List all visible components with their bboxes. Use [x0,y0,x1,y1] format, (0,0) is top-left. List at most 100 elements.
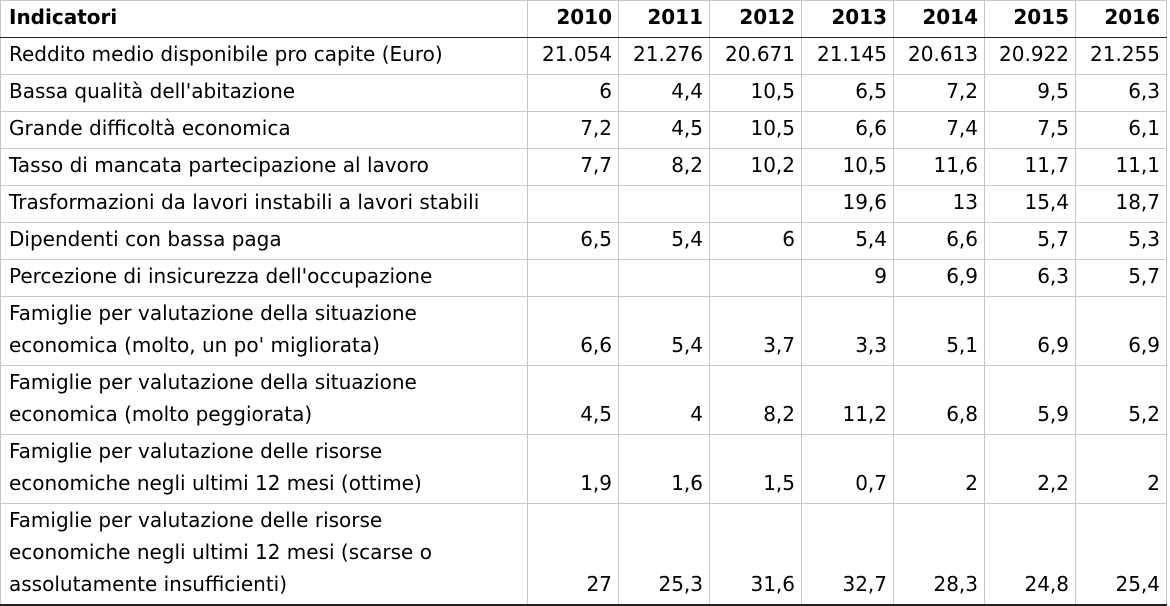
value-cell[interactable]: 5,4 [801,222,894,260]
value-cell[interactable]: 5,9 [984,365,1076,435]
value-cell[interactable]: 6,9 [984,296,1076,366]
value-cell[interactable]: 28,3 [893,503,985,606]
value-cell[interactable] [709,259,802,297]
indicator-label-cell[interactable]: Tasso di mancata partecipazione al lavor… [0,148,528,186]
value-cell[interactable]: 11,6 [893,148,985,186]
value-cell[interactable]: 6,5 [527,222,619,260]
header-cell-2012[interactable]: 2012 [709,0,802,38]
value-cell[interactable]: 6,8 [893,365,985,435]
value-cell[interactable]: 15,4 [984,185,1076,223]
value-cell[interactable]: 6,6 [527,296,619,366]
value-cell[interactable]: 20.613 [893,37,985,75]
value-cell[interactable] [618,259,710,297]
value-cell[interactable]: 1,6 [618,434,710,504]
header-cell-2015[interactable]: 2015 [984,0,1076,38]
header-cell-2013[interactable]: 2013 [801,0,894,38]
value-cell[interactable]: 6,6 [801,111,894,149]
value-cell[interactable]: 1,9 [527,434,619,504]
value-cell[interactable]: 7,2 [893,74,985,112]
value-cell[interactable]: 20.922 [984,37,1076,75]
value-cell[interactable]: 5,4 [618,222,710,260]
value-cell[interactable]: 10,5 [801,148,894,186]
indicator-label-cell[interactable]: Trasformazioni da lavori instabili a lav… [0,185,528,223]
value-cell[interactable]: 11,7 [984,148,1076,186]
value-cell[interactable] [527,259,619,297]
value-cell[interactable]: 10,2 [709,148,802,186]
indicator-label-line: Trasformazioni da lavori instabili a lav… [9,190,480,214]
value-cell[interactable]: 2,2 [984,434,1076,504]
value-cell[interactable]: 25,4 [1075,503,1167,606]
header-cell-2011[interactable]: 2011 [618,0,710,38]
value-cell[interactable]: 2 [893,434,985,504]
value-cell[interactable]: 3,3 [801,296,894,366]
value-cell[interactable]: 6,3 [1075,74,1167,112]
value-cell[interactable]: 8,2 [709,365,802,435]
indicator-label-line: Percezione di insicurezza dell'occupazio… [9,264,433,288]
value-cell[interactable]: 6,6 [893,222,985,260]
value-cell[interactable]: 1,5 [709,434,802,504]
indicator-label-line: assolutamente insufficienti) [9,572,288,596]
indicator-label-cell[interactable]: Grande difficoltà economica [0,111,528,149]
value-cell[interactable]: 10,5 [709,111,802,149]
value-cell[interactable]: 21.255 [1075,37,1167,75]
header-cell-2014[interactable]: 2014 [893,0,985,38]
value-cell[interactable]: 27 [527,503,619,606]
value-cell[interactable]: 19,6 [801,185,894,223]
value-cell[interactable]: 5,4 [618,296,710,366]
value-cell[interactable]: 6 [709,222,802,260]
value-cell[interactable]: 6,5 [801,74,894,112]
value-cell[interactable]: 6 [527,74,619,112]
value-cell[interactable]: 21.145 [801,37,894,75]
value-cell[interactable] [618,185,710,223]
table-row: Bassa qualità dell'abitazione 6 4,4 10,5 6,5… [0,74,1167,112]
value-cell[interactable]: 5,3 [1075,222,1167,260]
value-cell[interactable]: 2 [1075,434,1167,504]
indicator-label-cell[interactable]: Famiglie per valutazione della situazion… [0,365,528,435]
header-cell-2010[interactable]: 2010 [527,0,619,38]
indicator-label-cell[interactable]: Dipendenti con bassa paga [0,222,528,260]
value-cell[interactable]: 8,2 [618,148,710,186]
value-cell[interactable]: 25,3 [618,503,710,606]
value-cell[interactable]: 24,8 [984,503,1076,606]
value-cell[interactable]: 7,4 [893,111,985,149]
indicator-label-cell[interactable]: Reddito medio disponibile pro capite (Eu… [0,37,528,75]
value-cell[interactable]: 0,7 [801,434,894,504]
value-cell[interactable]: 7,5 [984,111,1076,149]
value-cell[interactable]: 4,5 [618,111,710,149]
value-cell[interactable]: 5,7 [984,222,1076,260]
value-cell[interactable]: 7,2 [527,111,619,149]
value-cell[interactable] [709,185,802,223]
value-cell[interactable]: 9,5 [984,74,1076,112]
value-cell[interactable]: 4 [618,365,710,435]
indicator-label-cell[interactable]: Famiglie per valutazione della situazion… [0,296,528,366]
indicator-label-cell[interactable]: Famiglie per valutazione delle risorse ec… [0,434,528,504]
indicator-label-cell[interactable]: Bassa qualità dell'abitazione [0,74,528,112]
indicator-label-cell[interactable]: Percezione di insicurezza dell'occupazio… [0,259,528,297]
value-cell[interactable]: 31,6 [709,503,802,606]
value-cell[interactable]: 7,7 [527,148,619,186]
value-cell[interactable]: 3,7 [709,296,802,366]
value-cell[interactable]: 6,1 [1075,111,1167,149]
value-cell[interactable]: 32,7 [801,503,894,606]
indicator-label-cell[interactable]: Famiglie per valutazione delle risorse ec… [0,503,528,606]
value-cell[interactable]: 11,2 [801,365,894,435]
header-cell-2016[interactable]: 2016 [1075,0,1167,38]
header-cell-indicatori[interactable]: Indicatori [0,0,528,38]
value-cell[interactable]: 13 [893,185,985,223]
value-cell[interactable]: 9 [801,259,894,297]
value-cell[interactable]: 20.671 [709,37,802,75]
value-cell[interactable]: 21.054 [527,37,619,75]
value-cell[interactable]: 6,9 [893,259,985,297]
value-cell[interactable]: 18,7 [1075,185,1167,223]
value-cell[interactable]: 5,7 [1075,259,1167,297]
value-cell[interactable]: 5,1 [893,296,985,366]
value-cell[interactable] [527,185,619,223]
value-cell[interactable]: 4,5 [527,365,619,435]
value-cell[interactable]: 4,4 [618,74,710,112]
value-cell[interactable]: 10,5 [709,74,802,112]
value-cell[interactable]: 5,2 [1075,365,1167,435]
value-cell[interactable]: 21.276 [618,37,710,75]
value-cell[interactable]: 11,1 [1075,148,1167,186]
value-cell[interactable]: 6,9 [1075,296,1167,366]
value-cell[interactable]: 6,3 [984,259,1076,297]
